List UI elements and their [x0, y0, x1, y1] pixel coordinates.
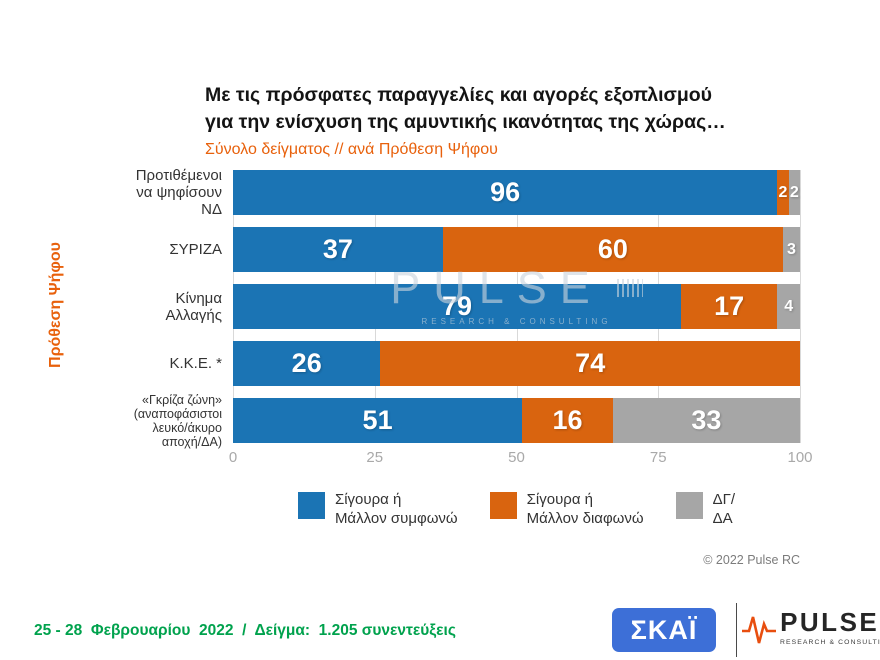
title-line-2: για την ενίσχυση της αμυντικής ικανότητα…: [205, 111, 726, 133]
bar-segment: 17: [680, 284, 778, 329]
bar-segment: 4: [777, 284, 800, 329]
bar-segment: 33: [612, 398, 800, 443]
x-tick-label: 25: [366, 449, 384, 466]
legend-label: Σίγουρα ή Μάλλον συμφωνώ: [334, 491, 458, 527]
bar-row: 96 2 2: [233, 170, 800, 215]
x-axis: 0 25 50 75 100: [229, 449, 813, 471]
bar-value-label: 33: [691, 405, 722, 435]
bar-segment: 26: [233, 341, 381, 386]
legend-item: ΔΓ/ ΔΑ: [675, 490, 736, 528]
row-label: «Γκρίζα ζώνη» (αναποφάσιστοι λευκό/άκυρο…: [133, 392, 222, 449]
pulse-logo-subtext: RESEARCH & CONSULTING: [780, 639, 880, 646]
bars-container: 96 2 2 37 60 3 79 17 4 26 74 51 16 33: [233, 170, 800, 443]
bar-segment: 2: [777, 170, 789, 215]
legend-swatch: [675, 492, 703, 519]
bar-row: 79 17 4: [233, 284, 800, 329]
bar-row: 26 74: [233, 341, 800, 386]
x-tick-label: 100: [787, 449, 813, 466]
bar-segment: 51: [233, 398, 523, 443]
skai-logo: ΣΚΑΪ: [612, 608, 716, 652]
logo-divider: [736, 603, 737, 657]
bar-value-label: 26: [291, 348, 322, 378]
bar-value-label: 17: [714, 291, 745, 321]
bar-segment: 74: [380, 341, 800, 386]
bar-value-label: 51: [362, 405, 393, 435]
bar-value-label: 74: [575, 348, 606, 378]
row-label: Κ.Κ.Ε. *: [169, 355, 222, 372]
bar-segment: 3: [782, 227, 800, 272]
chart-title: Με τις πρόσφατες παραγγελίες και αγορές …: [205, 82, 726, 159]
pulse-logo-text: PULSE: [780, 607, 880, 637]
x-tick-label: 0: [228, 449, 238, 466]
row-label: Κίνημα Αλλαγής: [165, 289, 222, 324]
x-tick-label: 75: [649, 449, 667, 466]
pulse-logo: PULSE RESEARCH & CONSULTING: [742, 607, 880, 658]
legend-label: ΔΓ/ ΔΑ: [712, 491, 736, 527]
title-line-1: Με τις πρόσφατες παραγγελίες και αγορές …: [205, 84, 713, 106]
bar-value-label: 2: [789, 183, 799, 201]
legend-label: Σίγουρα ή Μάλλον διαφωνώ: [526, 491, 644, 527]
bar-value-label: 4: [784, 297, 794, 315]
legend-swatch: [297, 492, 325, 519]
legend: Σίγουρα ή Μάλλον συμφωνώ Σίγουρα ή Μάλλον…: [233, 490, 800, 528]
bar-value-label: 2: [778, 183, 788, 201]
row-label: ΣΥΡΙΖΑ: [169, 241, 222, 258]
bar-segment: 79: [233, 284, 681, 329]
pulse-waveform-icon: [742, 607, 776, 658]
x-tick-label: 50: [508, 449, 525, 466]
bar-segment: 16: [522, 398, 613, 443]
category-labels: Προτιθέμενοι να ψηφίσουν ΝΔ ΣΥΡΙΖΑ Κίνημα …: [62, 167, 222, 449]
bar-value-label: 16: [552, 405, 583, 435]
plot-area: 96 2 2 37 60 3 79 17 4 26 74 51 16 33: [233, 170, 801, 443]
bar-segment: 60: [442, 227, 783, 272]
legend-item: Σίγουρα ή Μάλλον συμφωνώ: [297, 490, 458, 528]
chart-subtitle: Σύνολο δείγματος // ανά Πρόθεση Ψήφου: [205, 141, 498, 158]
bar-segment: 37: [233, 227, 443, 272]
bar-value-label: 3: [787, 240, 796, 258]
bar-segment: 2: [788, 170, 800, 215]
copyright-note: © 2022 Pulse RC: [703, 553, 800, 567]
legend-item: Σίγουρα ή Μάλλον διαφωνώ: [489, 490, 644, 528]
row-label: Προτιθέμενοι να ψηφίσουν ΝΔ: [135, 167, 222, 218]
bar-value-label: 37: [322, 234, 353, 264]
gridline: [800, 170, 801, 443]
bar-value-label: 96: [490, 177, 521, 207]
fieldwork-text: 25 - 28 Φεβρουαρίου 2022 / Δείγμα: 1.205…: [34, 622, 456, 639]
bar-row: 51 16 33: [233, 398, 800, 443]
bar-segment: 96: [233, 170, 778, 215]
bar-value-label: 60: [597, 234, 628, 264]
legend-swatch: [489, 492, 517, 519]
bar-row: 37 60 3: [233, 227, 800, 272]
bar-value-label: 79: [441, 291, 472, 321]
